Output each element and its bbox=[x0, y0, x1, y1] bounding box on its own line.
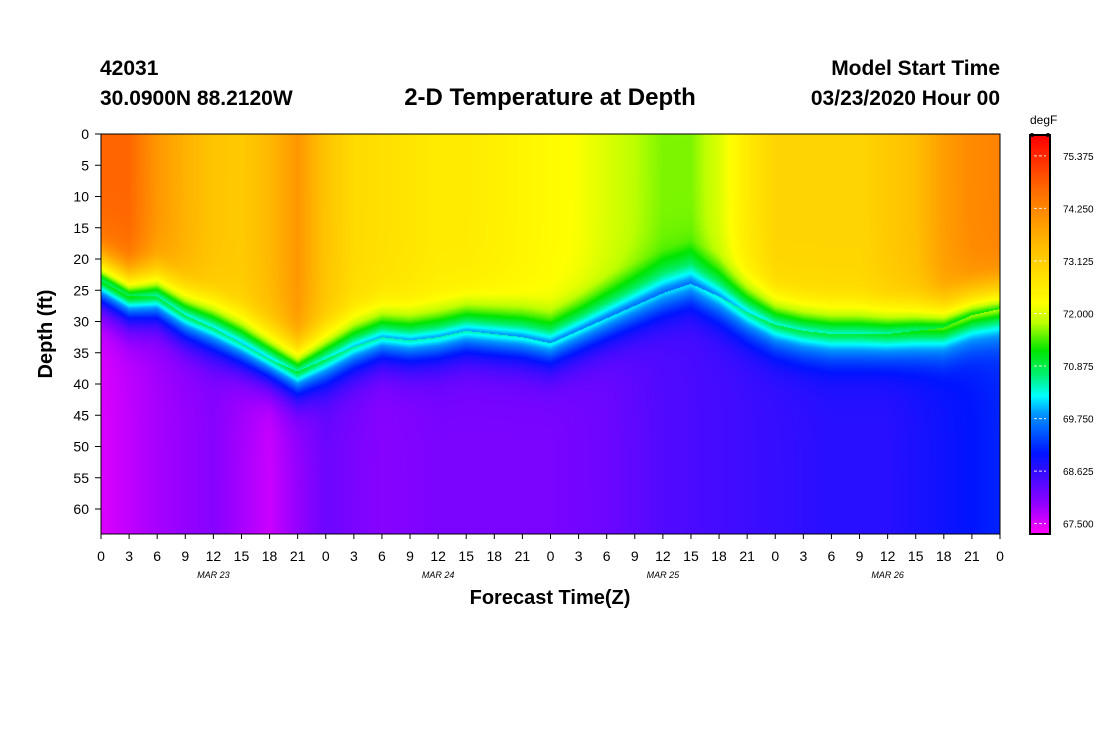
x-tick-label: 0 bbox=[771, 548, 779, 564]
chart-title: 2-D Temperature at Depth bbox=[404, 84, 696, 111]
x-tick-label: 12 bbox=[880, 548, 896, 564]
x-tick-label: 3 bbox=[799, 548, 807, 564]
x-tick-label: 3 bbox=[575, 548, 583, 564]
x-tick-label: 0 bbox=[322, 548, 330, 564]
x-axis-label: Forecast Time(Z) bbox=[470, 587, 631, 609]
model-start-value: 03/23/2020 Hour 00 bbox=[810, 87, 1000, 110]
x-tick-label: 18 bbox=[262, 548, 278, 564]
y-tick-label: 15 bbox=[73, 220, 89, 236]
x-tick-label: 0 bbox=[547, 548, 555, 564]
x-tick-label: 6 bbox=[153, 548, 161, 564]
station-coordinates: 30.0900N 88.2120W bbox=[100, 87, 293, 110]
x-tick-label: 6 bbox=[603, 548, 611, 564]
x-tick-label: 9 bbox=[181, 548, 189, 564]
station-id: 42031 bbox=[100, 57, 159, 80]
y-tick-label: 50 bbox=[73, 439, 89, 455]
colorbar-tick-label: 70.875 bbox=[1063, 362, 1094, 373]
x-tick-label: 6 bbox=[828, 548, 836, 564]
y-tick-label: 20 bbox=[73, 251, 89, 267]
colorbar-tick-label: 68.625 bbox=[1063, 467, 1094, 478]
y-tick-label: 5 bbox=[81, 157, 89, 173]
x-tick-label: 3 bbox=[125, 548, 133, 564]
x-tick-label: 6 bbox=[378, 548, 386, 564]
colorbar-tick-label: 75.375 bbox=[1063, 152, 1094, 163]
plot-border bbox=[100, 133, 1001, 535]
y-tick-label: 35 bbox=[73, 345, 89, 361]
x-tick-label: 21 bbox=[964, 548, 980, 564]
y-tick-label: 30 bbox=[73, 314, 89, 330]
temperature-heatmap bbox=[101, 134, 1000, 534]
x-tick-label: 12 bbox=[206, 548, 222, 564]
colorbar-tick-label: 72.000 bbox=[1063, 309, 1094, 320]
x-tick-label: 12 bbox=[430, 548, 446, 564]
colorbar-gradient bbox=[1031, 136, 1049, 533]
x-tick-label: 0 bbox=[97, 548, 105, 564]
y-tick-label: 10 bbox=[73, 189, 89, 205]
colorbar-corner-dot bbox=[1030, 133, 1034, 137]
y-tick-label: 55 bbox=[73, 470, 89, 486]
x-tick-label: 18 bbox=[711, 548, 727, 564]
x-tick-label: 0 bbox=[996, 548, 1004, 564]
x-tick-label: 15 bbox=[683, 548, 699, 564]
y-tick-label: 45 bbox=[73, 407, 89, 423]
x-date-label: MAR 24 bbox=[422, 570, 455, 580]
colorbar-unit-label: degF bbox=[1030, 113, 1058, 127]
y-tick-label: 40 bbox=[73, 376, 89, 392]
x-date-label: MAR 25 bbox=[647, 570, 681, 580]
x-tick-label: 21 bbox=[515, 548, 531, 564]
y-tick-label: 60 bbox=[73, 501, 89, 517]
x-tick-label: 9 bbox=[856, 548, 864, 564]
colorbar-tick-label: 74.250 bbox=[1063, 204, 1094, 215]
colorbar-tick-label: 69.750 bbox=[1063, 415, 1094, 426]
x-tick-label: 18 bbox=[487, 548, 503, 564]
colorbar-border bbox=[1029, 134, 1051, 535]
colorbar-tick-label: 67.500 bbox=[1063, 520, 1094, 531]
x-tick-label: 3 bbox=[350, 548, 358, 564]
colorbar-tick-label: 73.125 bbox=[1063, 257, 1094, 268]
x-tick-label: 9 bbox=[631, 548, 639, 564]
x-tick-label: 21 bbox=[290, 548, 306, 564]
x-tick-label: 15 bbox=[458, 548, 474, 564]
y-tick-label: 25 bbox=[73, 282, 89, 298]
x-tick-label: 21 bbox=[739, 548, 755, 564]
model-start-label: Model Start Time bbox=[831, 57, 1000, 80]
x-tick-label: 18 bbox=[936, 548, 952, 564]
x-date-label: MAR 26 bbox=[871, 570, 904, 580]
x-tick-label: 12 bbox=[655, 548, 671, 564]
x-tick-label: 9 bbox=[406, 548, 414, 564]
x-tick-label: 15 bbox=[234, 548, 250, 564]
x-tick-label: 15 bbox=[908, 548, 924, 564]
y-tick-label: 0 bbox=[81, 126, 89, 142]
colorbar-corner-dot bbox=[1046, 133, 1050, 137]
x-date-label: MAR 23 bbox=[197, 570, 230, 580]
y-axis-label: Depth (ft) bbox=[35, 290, 57, 379]
